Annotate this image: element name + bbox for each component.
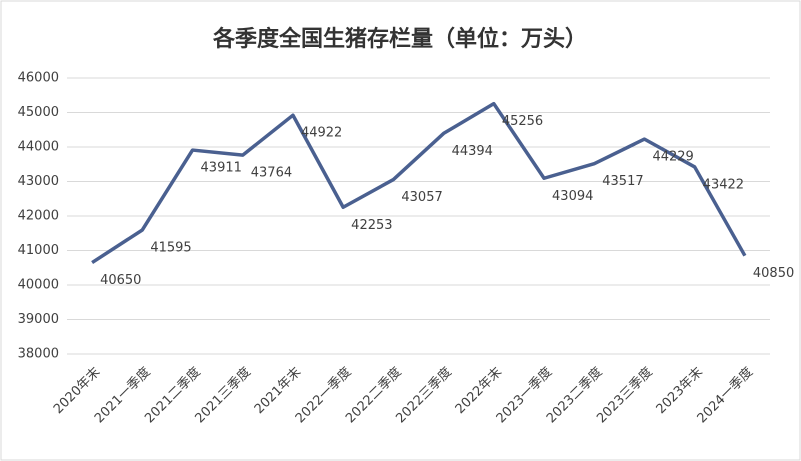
data-label: 44922 <box>301 126 342 141</box>
y-tick-label: 44000 <box>18 140 59 155</box>
data-label: 43517 <box>602 174 643 189</box>
data-label: 43422 <box>703 177 744 192</box>
data-label: 41595 <box>150 240 191 255</box>
y-tick-label: 41000 <box>18 243 59 258</box>
y-tick-label: 40000 <box>18 278 59 293</box>
line <box>91 101 747 265</box>
y-tick-label: 42000 <box>18 209 59 224</box>
y-tick-label: 43000 <box>18 174 59 189</box>
data-label: 43911 <box>201 161 242 176</box>
data-label: 43094 <box>552 189 593 204</box>
y-tick-label: 39000 <box>18 312 59 327</box>
y-tick-label: 45000 <box>18 105 59 120</box>
data-label: 45256 <box>502 114 543 129</box>
data-label: 44394 <box>452 144 493 159</box>
data-label: 42253 <box>351 218 392 233</box>
data-label: 43764 <box>251 166 292 181</box>
data-label: 40650 <box>100 273 141 288</box>
chart-title: 各季度全国生猪存栏量（单位：万头） <box>212 26 587 52</box>
data-label: 44229 <box>652 150 693 165</box>
data-label: 43057 <box>401 190 442 205</box>
data-label: 40850 <box>753 266 794 281</box>
y-tick-label: 46000 <box>18 71 59 86</box>
y-tick-label: 38000 <box>18 347 59 362</box>
